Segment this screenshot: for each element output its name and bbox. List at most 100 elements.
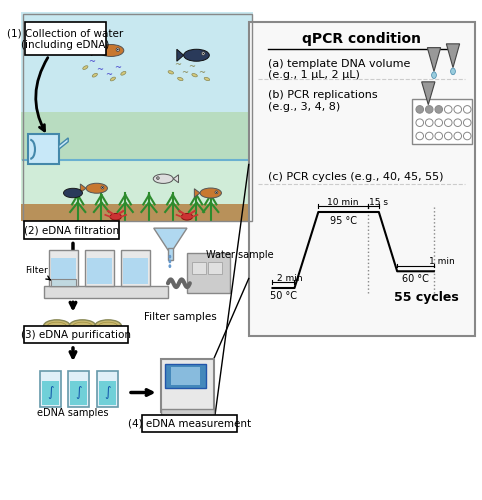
Circle shape [201,52,205,55]
Ellipse shape [98,44,124,56]
Polygon shape [91,46,98,56]
Polygon shape [177,50,184,61]
Bar [21,12,254,117]
Text: (4) eDNA measurement: (4) eDNA measurement [128,419,252,429]
Circle shape [116,48,120,51]
Text: 10 min: 10 min [327,198,359,207]
Bar [208,262,222,274]
Bar [21,204,254,222]
Circle shape [426,132,433,140]
Ellipse shape [181,214,193,220]
Circle shape [202,52,204,54]
Bar [51,258,76,284]
Bar [68,370,89,407]
Text: Filter samples: Filter samples [144,312,217,322]
Circle shape [464,119,471,126]
Text: ~: ~ [114,63,121,72]
Circle shape [157,177,159,180]
Bar [412,99,472,144]
Ellipse shape [69,320,96,332]
Bar [161,360,214,412]
Circle shape [435,119,442,126]
Bar [123,258,148,284]
Bar [85,250,114,286]
Text: 50 °C: 50 °C [270,290,297,300]
Circle shape [435,132,442,140]
Circle shape [464,106,471,113]
Circle shape [416,132,424,140]
Bar [87,258,112,284]
Ellipse shape [121,72,126,75]
Ellipse shape [192,74,197,77]
Polygon shape [80,184,86,192]
Ellipse shape [86,184,107,193]
Ellipse shape [451,68,455,74]
Bar [41,381,59,405]
Text: ∫: ∫ [75,386,82,399]
Bar [51,278,76,286]
Ellipse shape [99,322,118,330]
Circle shape [117,49,119,50]
Polygon shape [422,82,435,104]
Ellipse shape [200,188,221,198]
Ellipse shape [83,66,88,70]
Text: Water sample: Water sample [206,250,274,260]
Text: (3) eDNA purification: (3) eDNA purification [21,330,131,340]
Circle shape [416,119,424,126]
Circle shape [444,119,452,126]
Circle shape [454,106,462,113]
Bar [165,364,206,388]
Circle shape [454,132,462,140]
Circle shape [101,186,104,189]
Ellipse shape [169,264,171,268]
Text: qPCR condition: qPCR condition [302,32,421,46]
Ellipse shape [177,78,183,80]
Text: ~: ~ [174,60,181,69]
Ellipse shape [169,255,171,258]
Polygon shape [173,175,178,182]
Circle shape [454,119,462,126]
Ellipse shape [43,320,70,332]
Ellipse shape [153,174,173,184]
Text: ~: ~ [182,68,188,77]
Circle shape [216,192,217,193]
Text: eDNA samples: eDNA samples [37,408,109,418]
Bar [161,408,214,416]
Bar [23,14,252,222]
Bar [99,381,116,405]
Text: ~: ~ [188,62,195,71]
Text: ~: ~ [96,65,103,74]
Ellipse shape [169,260,171,264]
Text: (2) eDNA filtration: (2) eDNA filtration [24,225,119,235]
Bar [142,416,237,432]
Bar [192,262,206,274]
Ellipse shape [95,320,121,332]
Bar [21,112,254,164]
Text: 15 s: 15 s [369,198,388,207]
Circle shape [426,106,433,113]
Text: 55 cycles: 55 cycles [394,291,459,304]
Circle shape [444,106,452,113]
Ellipse shape [110,214,121,220]
Ellipse shape [431,72,436,78]
Polygon shape [428,48,441,72]
Text: ∫: ∫ [47,386,54,399]
Bar [187,253,230,293]
Polygon shape [194,188,200,198]
Text: 95 °C: 95 °C [330,216,357,226]
Text: ~: ~ [198,68,205,77]
Text: (a) template DNA volume
(e.g., 1 μL, 2 μL): (a) template DNA volume (e.g., 1 μL, 2 μ… [268,58,410,80]
Ellipse shape [110,77,116,81]
Circle shape [444,132,452,140]
Text: (c) PCR cycles (e.g., 40, 45, 55): (c) PCR cycles (e.g., 40, 45, 55) [268,172,443,182]
Bar [40,370,61,407]
Text: (b) PCR replications
(e.g., 3, 4, 8): (b) PCR replications (e.g., 3, 4, 8) [268,90,377,112]
Bar [21,160,254,207]
Circle shape [102,187,103,188]
Bar [49,250,78,286]
Circle shape [426,119,433,126]
Bar [249,22,475,336]
Bar [28,134,59,164]
Ellipse shape [92,74,97,77]
Text: (1) Collection of water
(including eDNA): (1) Collection of water (including eDNA) [7,28,123,50]
